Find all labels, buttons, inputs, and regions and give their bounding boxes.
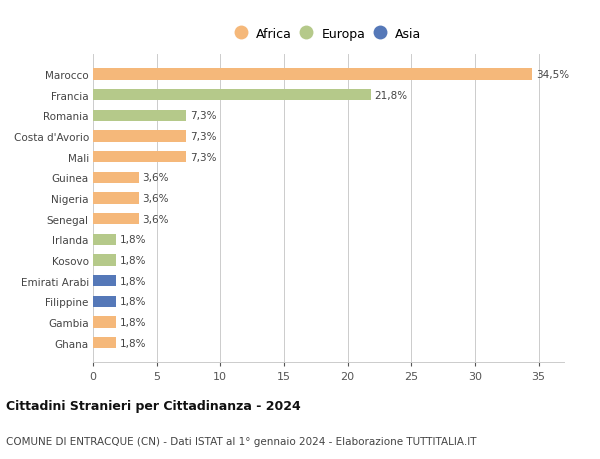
Text: 3,6%: 3,6% bbox=[143, 173, 169, 183]
Text: 1,8%: 1,8% bbox=[120, 235, 146, 245]
Bar bbox=[93, 275, 116, 287]
Text: 1,8%: 1,8% bbox=[120, 256, 146, 265]
Text: 3,6%: 3,6% bbox=[143, 214, 169, 224]
Bar bbox=[93, 317, 116, 328]
Bar bbox=[93, 234, 116, 246]
Text: 7,3%: 7,3% bbox=[190, 111, 216, 121]
Text: 1,8%: 1,8% bbox=[120, 317, 146, 327]
Bar bbox=[93, 296, 116, 308]
Bar bbox=[93, 151, 186, 163]
Bar bbox=[93, 69, 532, 80]
Text: 7,3%: 7,3% bbox=[190, 132, 216, 142]
Text: 1,8%: 1,8% bbox=[120, 276, 146, 286]
Legend: Africa, Europa, Asia: Africa, Europa, Asia bbox=[232, 24, 425, 45]
Bar bbox=[93, 337, 116, 349]
Bar bbox=[93, 131, 186, 142]
Text: 3,6%: 3,6% bbox=[143, 194, 169, 203]
Text: 7,3%: 7,3% bbox=[190, 152, 216, 162]
Text: 34,5%: 34,5% bbox=[536, 70, 569, 80]
Text: Cittadini Stranieri per Cittadinanza - 2024: Cittadini Stranieri per Cittadinanza - 2… bbox=[6, 399, 301, 412]
Text: 1,8%: 1,8% bbox=[120, 297, 146, 307]
Bar bbox=[93, 255, 116, 266]
Text: 1,8%: 1,8% bbox=[120, 338, 146, 348]
Bar bbox=[93, 213, 139, 225]
Bar bbox=[93, 193, 139, 204]
Bar bbox=[93, 172, 139, 184]
Text: 21,8%: 21,8% bbox=[374, 90, 407, 101]
Bar bbox=[93, 90, 371, 101]
Bar bbox=[93, 110, 186, 122]
Text: COMUNE DI ENTRACQUE (CN) - Dati ISTAT al 1° gennaio 2024 - Elaborazione TUTTITAL: COMUNE DI ENTRACQUE (CN) - Dati ISTAT al… bbox=[6, 436, 476, 446]
